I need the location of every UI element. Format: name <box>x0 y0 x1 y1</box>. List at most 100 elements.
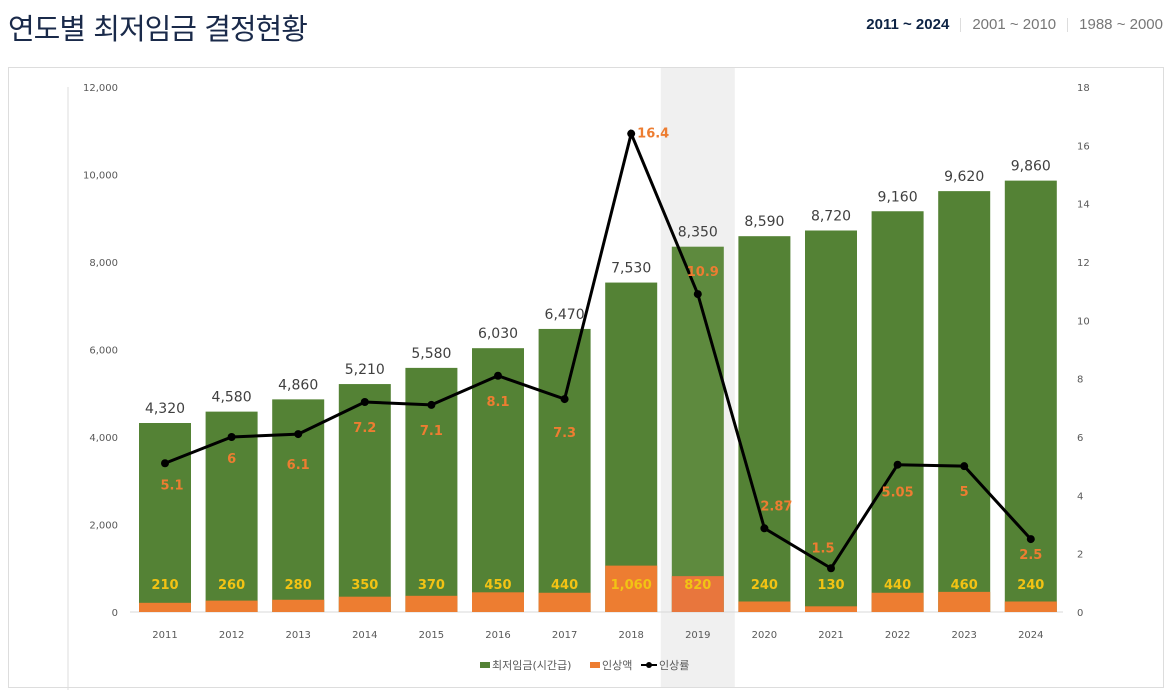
wage-bar <box>472 348 524 612</box>
increase-label: 1,060 <box>611 578 652 593</box>
range-tabs: 2011 ~ 2024 2001 ~ 2010 1988 ~ 2000 <box>866 16 1163 33</box>
right-axis-tick: 0 <box>1077 608 1083 619</box>
rate-label: 2.87 <box>760 499 792 514</box>
legend-rate-label: 인상률 <box>659 659 689 672</box>
rate-point <box>360 398 369 406</box>
increase-bar <box>472 592 524 612</box>
increase-bar <box>338 596 391 612</box>
increase-bar <box>538 592 591 612</box>
wage-bar <box>538 328 591 612</box>
wage-label: 6,470 <box>545 307 585 323</box>
right-axis-tick: 12 <box>1077 258 1090 269</box>
increase-label: 240 <box>1017 578 1044 593</box>
rate-point <box>427 400 436 409</box>
wage-label: 4,580 <box>212 390 252 406</box>
right-axis-tick: 16 <box>1077 141 1090 152</box>
right-axis-tick: 2 <box>1077 550 1083 561</box>
right-axis-tick: 10 <box>1077 316 1090 327</box>
wage-bar <box>938 191 991 612</box>
right-axis-tick: 6 <box>1077 433 1083 444</box>
increase-label: 820 <box>684 578 711 593</box>
rate-label: 6.1 <box>287 458 310 473</box>
wage-label: 6,030 <box>478 326 518 342</box>
wage-label: 9,160 <box>878 189 918 205</box>
increase-label: 280 <box>285 578 312 593</box>
increase-bar <box>139 602 191 612</box>
increase-label: 130 <box>817 578 844 593</box>
left-axis-tick: 2,000 <box>89 521 118 532</box>
increase-bar <box>671 576 724 612</box>
rate-label: 7.2 <box>353 421 376 436</box>
rate-point <box>161 459 169 468</box>
x-axis-tick: 2021 <box>818 630 843 641</box>
wage-bar <box>871 211 924 612</box>
wage-label: 8,720 <box>811 209 851 225</box>
rate-label: 1.5 <box>811 541 834 556</box>
range-tab-2011-2024[interactable]: 2011 ~ 2024 <box>866 16 950 33</box>
x-axis-tick: 2017 <box>552 630 577 641</box>
x-axis-tick: 2022 <box>885 630 910 641</box>
range-tab-2001-2010[interactable]: 2001 ~ 2010 <box>972 16 1057 33</box>
x-axis-tick: 2024 <box>1018 630 1043 641</box>
rate-point <box>693 290 702 299</box>
wage-label: 8,350 <box>678 225 718 241</box>
rate-label: 16.4 <box>637 127 669 142</box>
rate-point <box>294 430 303 439</box>
rate-label: 5 <box>960 485 969 500</box>
rate-point <box>227 433 236 441</box>
legend-increase-label: 인상액 <box>602 659 632 672</box>
wage-label: 8,590 <box>744 214 784 230</box>
page-title: 연도별 최저임금 결정현황 <box>8 12 308 46</box>
rate-point <box>560 395 569 404</box>
rate-point <box>1026 535 1035 544</box>
increase-label: 450 <box>484 578 511 593</box>
left-axis-tick: 12,000 <box>83 83 118 94</box>
increase-bar <box>605 565 658 612</box>
wage-label: 5,210 <box>345 362 385 378</box>
divider <box>960 17 962 32</box>
increase-label: 350 <box>351 578 378 593</box>
rate-point <box>760 524 769 533</box>
increase-label: 370 <box>418 578 445 593</box>
increase-bar <box>871 592 924 612</box>
rate-point <box>893 460 902 469</box>
rate-point <box>960 462 969 471</box>
increase-bar <box>738 601 791 612</box>
rate-label: 5.05 <box>882 486 914 501</box>
rate-label: 6 <box>227 452 236 467</box>
x-axis-tick: 2023 <box>951 630 976 641</box>
wage-bar <box>671 246 724 612</box>
rate-label: 5.1 <box>160 478 183 493</box>
x-axis-tick: 2016 <box>485 630 510 641</box>
range-tab-1988-2000[interactable]: 1988 ~ 2000 <box>1079 16 1163 33</box>
x-axis-tick: 2015 <box>419 630 444 641</box>
increase-bar <box>938 591 991 612</box>
left-axis-tick: 4,000 <box>89 433 118 444</box>
right-axis-tick: 18 <box>1077 83 1090 94</box>
left-axis-tick: 8,000 <box>89 258 118 269</box>
rate-point <box>827 564 835 573</box>
wage-label: 4,860 <box>278 377 318 393</box>
rate-point <box>494 371 502 380</box>
left-axis-tick: 0 <box>112 608 118 619</box>
wage-label: 7,530 <box>611 261 651 277</box>
wage-bar <box>338 384 391 612</box>
increase-label: 210 <box>151 578 178 593</box>
x-axis-tick: 2013 <box>285 630 310 641</box>
increase-label: 440 <box>884 578 911 593</box>
x-axis-tick: 2018 <box>618 630 643 641</box>
left-axis-tick: 10,000 <box>83 171 118 182</box>
increase-label: 440 <box>551 578 578 593</box>
increase-bar <box>1004 601 1057 612</box>
increase-label: 240 <box>751 578 778 593</box>
x-axis-tick: 2020 <box>752 630 777 641</box>
wage-bar <box>738 236 791 612</box>
wage-bar <box>605 282 658 612</box>
rate-point <box>627 129 636 138</box>
wage-label: 9,860 <box>1011 159 1051 175</box>
increase-bar <box>272 599 325 612</box>
right-axis-tick: 14 <box>1077 200 1090 211</box>
chart-frame <box>8 67 1164 688</box>
rate-line <box>164 128 1032 571</box>
